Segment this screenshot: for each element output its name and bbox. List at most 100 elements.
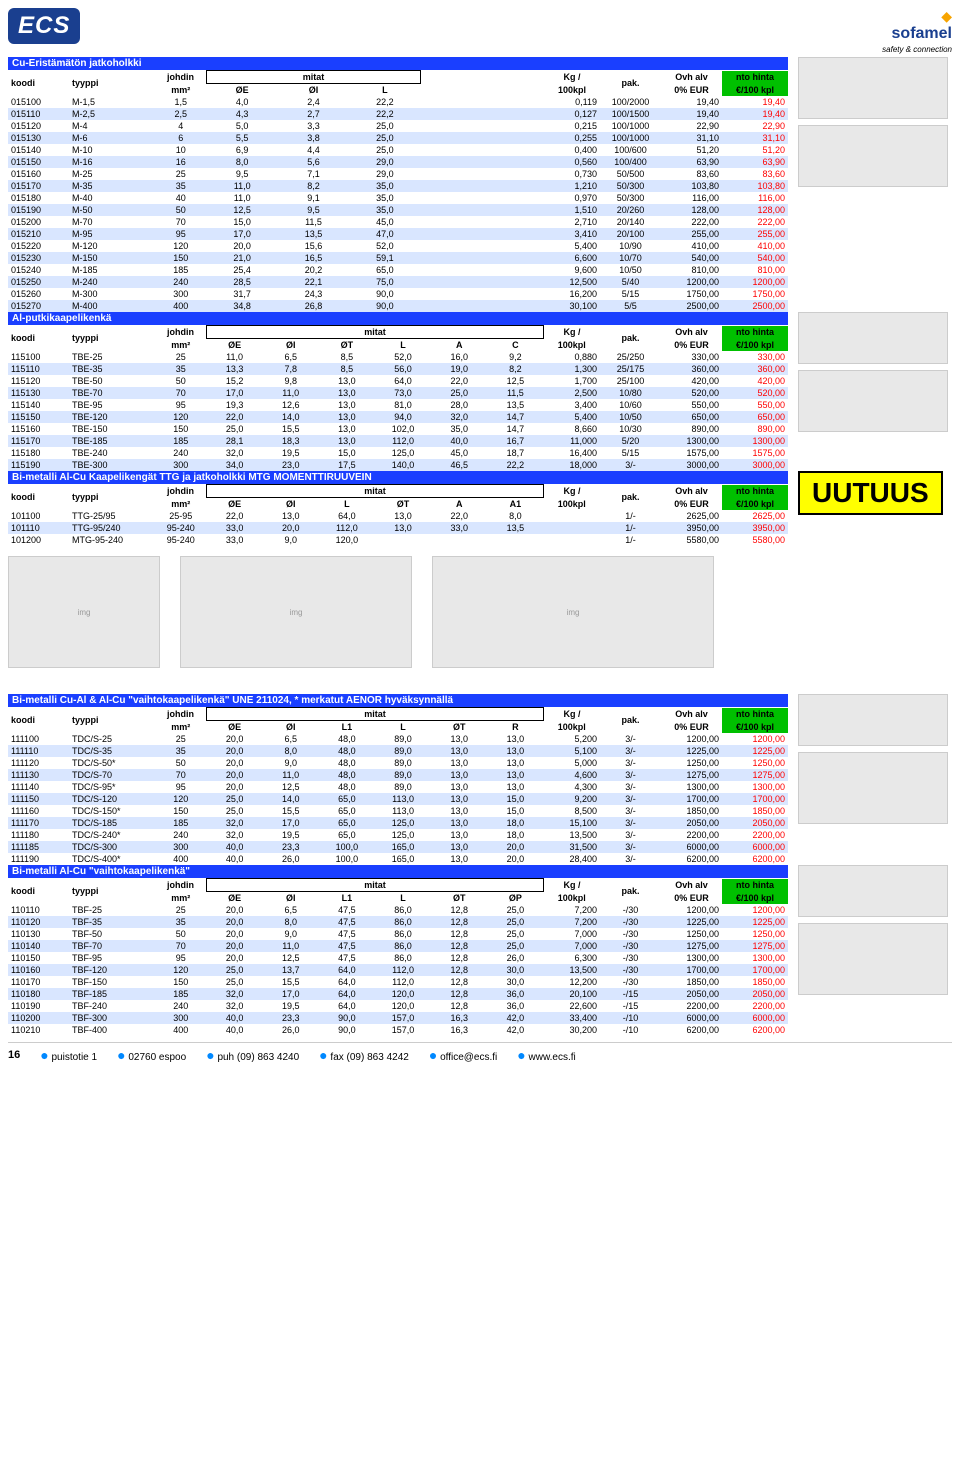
price-cell: 520,00: [722, 387, 788, 399]
section-title: Al-putkikaapelikenkä: [8, 312, 788, 325]
table-row: 111190 TDC/S-400* 40040,026,0100,0165,01…: [8, 853, 788, 865]
code-cell: 115180: [8, 447, 69, 459]
table-row: 111120 TDC/S-50* 5020,09,048,089,013,013…: [8, 757, 788, 769]
data-table: koodi tyyppi johdin mitatKg / pak. Ovh a…: [8, 484, 788, 546]
code-cell: 015190: [8, 204, 69, 216]
price-cell: 1200,00: [722, 904, 788, 916]
table-row: 115160 TBE-150 15025,015,513,0102,035,01…: [8, 423, 788, 435]
type-cell: M-400: [69, 300, 155, 312]
code-cell: 015110: [8, 108, 69, 120]
type-cell: TBF-400: [69, 1024, 155, 1036]
table-row: 015250 M-240 24028,522,175,012,500 5/40 …: [8, 276, 788, 288]
side-images: [798, 57, 948, 193]
code-cell: 015240: [8, 264, 69, 276]
price-cell: 1250,00: [722, 757, 788, 769]
section-title: Bi-metalli Cu-Al & Al-Cu "vaihtokaapelik…: [8, 694, 788, 707]
type-cell: TBE-185: [69, 435, 155, 447]
type-cell: M-70: [69, 216, 155, 228]
type-cell: TDC/S-185: [69, 817, 155, 829]
table-row: 015100 M-1,5 1,54,02,422,20,119 100/2000…: [8, 96, 788, 108]
type-cell: M-95: [69, 228, 155, 240]
data-table: koodi tyyppi johdin mitatKg / pak. Ovh a…: [8, 707, 788, 865]
table-row: 111130 TDC/S-70 7020,011,048,089,013,013…: [8, 769, 788, 781]
code-cell: 110160: [8, 964, 69, 976]
code-cell: 110170: [8, 976, 69, 988]
price-cell: 22,90: [722, 120, 788, 132]
price-cell: 1850,00: [722, 805, 788, 817]
price-cell: 330,00: [722, 351, 788, 363]
table-row: 110210 TBF-400 40040,026,090,0157,016,34…: [8, 1024, 788, 1036]
table-row: 101100 TTG-25/95 25-9522,013,064,013,022…: [8, 510, 788, 522]
code-cell: 110150: [8, 952, 69, 964]
type-cell: TDC/S-300: [69, 841, 155, 853]
code-cell: 110190: [8, 1000, 69, 1012]
code-cell: 015140: [8, 144, 69, 156]
table-row: 101110 TTG-95/240 95-24033,020,0112,013,…: [8, 522, 788, 534]
code-cell: 111150: [8, 793, 69, 805]
product-images: img img img: [8, 556, 952, 674]
table-row: 111100 TDC/S-25 2520,06,548,089,013,013,…: [8, 733, 788, 745]
price-cell: 1225,00: [722, 916, 788, 928]
price-cell: 116,00: [722, 192, 788, 204]
code-cell: 015250: [8, 276, 69, 288]
price-cell: 51,20: [722, 144, 788, 156]
price-cell: 1700,00: [722, 793, 788, 805]
price-cell: 1300,00: [722, 435, 788, 447]
type-cell: TBF-300: [69, 1012, 155, 1024]
code-cell: 015180: [8, 192, 69, 204]
table-row: 110160 TBF-120 12025,013,764,0112,012,83…: [8, 964, 788, 976]
price-cell: 128,00: [722, 204, 788, 216]
type-cell: TBF-35: [69, 916, 155, 928]
code-cell: 111110: [8, 745, 69, 757]
data-table: koodi tyyppi johdin mitatKg / pak. Ovh a…: [8, 878, 788, 1036]
code-cell: 111190: [8, 853, 69, 865]
table-row: 111140 TDC/S-95* 9520,012,548,089,013,01…: [8, 781, 788, 793]
price-cell: 1200,00: [722, 733, 788, 745]
code-cell: 110140: [8, 940, 69, 952]
type-cell: TBF-150: [69, 976, 155, 988]
code-cell: 015200: [8, 216, 69, 228]
type-cell: M-4: [69, 120, 155, 132]
type-cell: TBE-25: [69, 351, 155, 363]
table-row: 015260 M-300 30031,724,390,016,200 5/15 …: [8, 288, 788, 300]
price-cell: 650,00: [722, 411, 788, 423]
table-row: 115100 TBE-25 2511,06,58,552,016,09,20,8…: [8, 351, 788, 363]
type-cell: M-6: [69, 132, 155, 144]
type-cell: TBF-50: [69, 928, 155, 940]
footer: 16 ● puistotie 1 ● 02760 espoo ● puh (09…: [8, 1042, 952, 1063]
table-row: 115140 TBE-95 9519,312,613,081,028,013,5…: [8, 399, 788, 411]
type-cell: TBE-35: [69, 363, 155, 375]
price-cell: 2200,00: [722, 829, 788, 841]
price-cell: 1700,00: [722, 964, 788, 976]
table-row: 115130 TBE-70 7017,011,013,073,025,011,5…: [8, 387, 788, 399]
code-cell: 101100: [8, 510, 69, 522]
table-row: 015160 M-25 259,57,129,00,730 50/500 83,…: [8, 168, 788, 180]
price-cell: 2200,00: [722, 1000, 788, 1012]
type-cell: M-150: [69, 252, 155, 264]
data-table: koodi tyyppi johdin mitatKg / pak. Ovh a…: [8, 70, 788, 312]
price-cell: 2625,00: [722, 510, 788, 522]
table-row: 110170 TBF-150 15025,015,564,0112,012,83…: [8, 976, 788, 988]
price-cell: 1575,00: [722, 447, 788, 459]
uutuus-badge: UUTUUS: [798, 471, 943, 515]
type-cell: TBE-120: [69, 411, 155, 423]
code-cell: 111130: [8, 769, 69, 781]
type-cell: TBE-95: [69, 399, 155, 411]
type-cell: TDC/S-35: [69, 745, 155, 757]
section-title: Bi-metalli Al-Cu "vaihtokaapelikenkä": [8, 865, 788, 878]
price-cell: 550,00: [722, 399, 788, 411]
price-cell: 5580,00: [722, 534, 788, 546]
price-cell: 63,90: [722, 156, 788, 168]
code-cell: 115120: [8, 375, 69, 387]
type-cell: TBE-70: [69, 387, 155, 399]
type-cell: TDC/S-150*: [69, 805, 155, 817]
type-cell: TDC/S-240*: [69, 829, 155, 841]
table-row: 110200 TBF-300 30040,023,390,0157,016,34…: [8, 1012, 788, 1024]
code-cell: 015220: [8, 240, 69, 252]
table-row: 110110 TBF-25 2520,06,547,586,012,825,07…: [8, 904, 788, 916]
price-cell: 1750,00: [722, 288, 788, 300]
table-row: 115190 TBE-300 30034,023,017,5140,046,52…: [8, 459, 788, 471]
side-images: UUTUUS: [798, 471, 948, 515]
table-row: 111185 TDC/S-300 30040,023,3100,0165,013…: [8, 841, 788, 853]
type-cell: M-240: [69, 276, 155, 288]
